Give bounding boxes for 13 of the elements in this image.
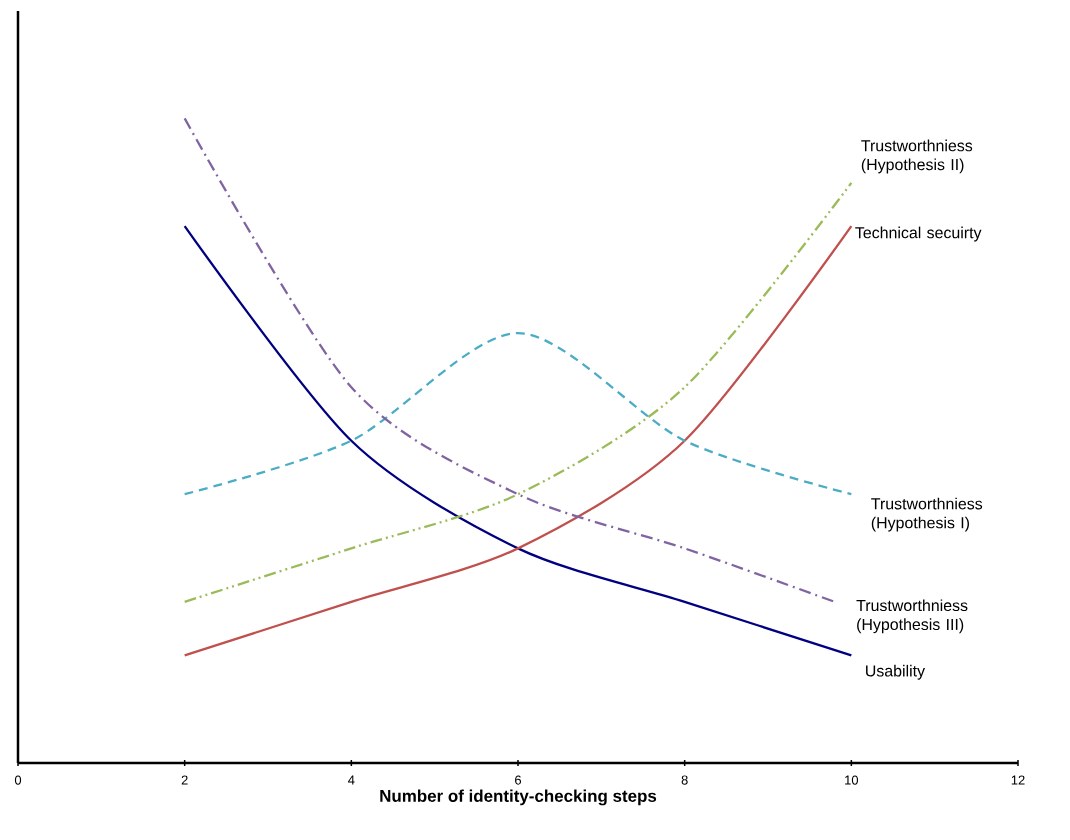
- x-tick-label: 6: [515, 775, 522, 785]
- x-axis-title: Number of identity-checking steps: [380, 789, 657, 806]
- x-tick-label: 0: [14, 775, 22, 785]
- series-label: Trustworthniess (Hypothesis I): [871, 497, 983, 532]
- series-label: Trustworthniess (Hypothesis II): [861, 139, 973, 174]
- x-tick-label: 4: [348, 775, 355, 785]
- x-tick-label: 12: [1011, 775, 1025, 785]
- series-label: Usability: [866, 664, 926, 680]
- x-tick-label: 8: [681, 775, 688, 785]
- series-label: Trustworthniess (Hypothesis III): [856, 599, 968, 634]
- x-tick-label: 10: [845, 775, 859, 785]
- series-label: Technical secuirty: [855, 226, 982, 242]
- x-tick-label: 2: [181, 775, 188, 785]
